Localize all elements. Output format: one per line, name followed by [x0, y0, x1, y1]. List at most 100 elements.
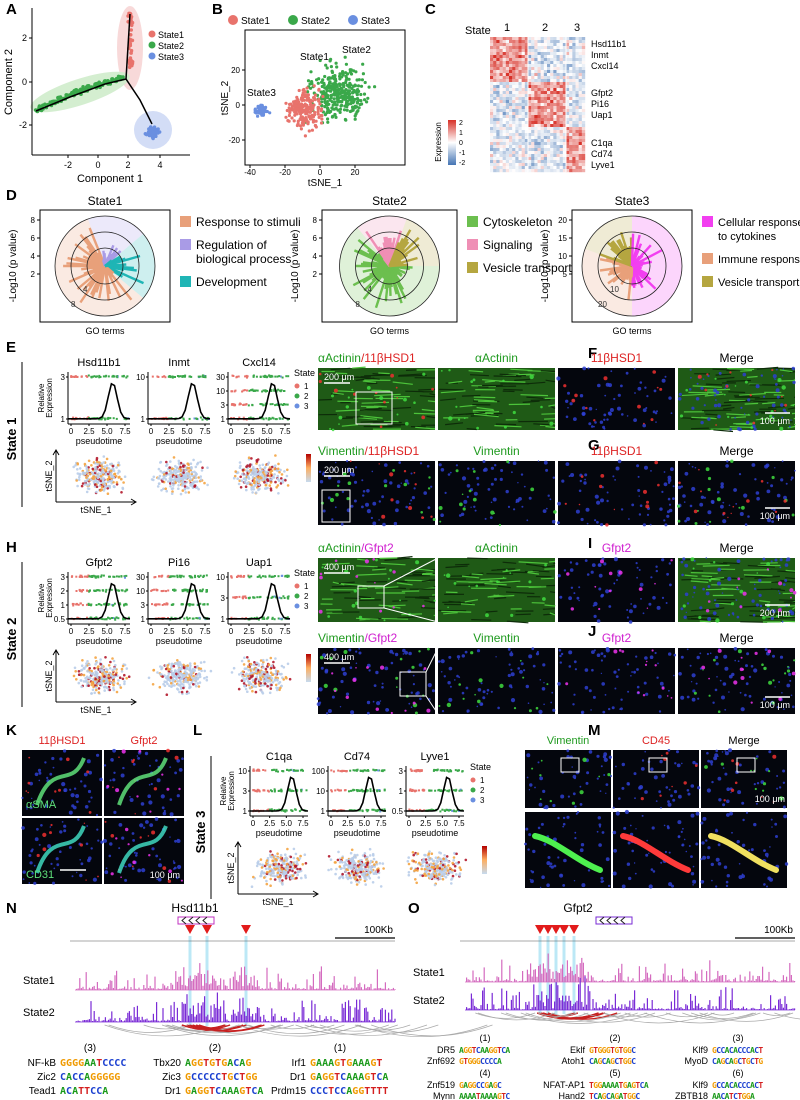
- gene-title: Pi16: [168, 557, 190, 569]
- heatmap-cell: [560, 112, 563, 115]
- heatmap-cell: [506, 91, 509, 94]
- heatmap-cell: [579, 79, 582, 82]
- point: [272, 661, 275, 664]
- heatmap-cell: [566, 58, 569, 61]
- point: [189, 673, 192, 676]
- heatmap-cell: [557, 88, 560, 91]
- point: [88, 677, 91, 680]
- heatmap-cell: [503, 52, 506, 55]
- heatmap-cell: [496, 130, 499, 133]
- heatmap-cell: [576, 94, 579, 97]
- heatmap-cell: [569, 40, 572, 43]
- heatmap-cell: [576, 142, 579, 145]
- point: [233, 403, 235, 405]
- tick-label: 5.0: [181, 627, 193, 636]
- heatmap-cell: [560, 55, 563, 58]
- heatmap-cell: [531, 58, 534, 61]
- heatmap-cell: [531, 142, 534, 145]
- heatmap-cell: [547, 67, 550, 70]
- point: [294, 104, 297, 107]
- heatmap-cell: [490, 91, 493, 94]
- point: [96, 481, 99, 484]
- heatmap-cell: [547, 82, 550, 85]
- heatmap-cell: [544, 157, 547, 160]
- heatmap-cell: [515, 70, 518, 73]
- point: [364, 81, 367, 84]
- point: [129, 42, 133, 46]
- point: [243, 685, 246, 688]
- heatmap-cell: [547, 79, 550, 82]
- heatmap-cell: [534, 64, 537, 67]
- heatmap-cell: [509, 115, 512, 118]
- heatmap-cell: [538, 52, 541, 55]
- heatmap-cell: [547, 97, 550, 100]
- heatmap-cell: [553, 40, 556, 43]
- point: [185, 589, 187, 591]
- heatmap-cell: [572, 61, 575, 64]
- point: [103, 603, 105, 605]
- point: [187, 487, 190, 490]
- heatmap-cell: [572, 58, 575, 61]
- heatmap-cell: [522, 67, 525, 70]
- heatmap-cell: [519, 163, 522, 166]
- point: [153, 589, 155, 591]
- point: [293, 119, 296, 122]
- point: [344, 119, 347, 122]
- point: [121, 487, 124, 490]
- point: [113, 485, 116, 488]
- heatmap-cell: [500, 64, 503, 67]
- heatmap-cell: [541, 64, 544, 67]
- heatmap-cell: [576, 139, 579, 142]
- heatmap-cell: [560, 118, 563, 121]
- heatmap-cell: [515, 148, 518, 151]
- tick-label: 0: [149, 627, 154, 636]
- heatmap-cell: [560, 103, 563, 106]
- heatmap-cell: [569, 43, 572, 46]
- heatmap-cell: [490, 100, 493, 103]
- point: [149, 53, 156, 60]
- heatmap-cell: [579, 91, 582, 94]
- heatmap-cell: [566, 115, 569, 118]
- heatmap-cell: [550, 70, 553, 73]
- point: [121, 668, 124, 671]
- heatmap-cell: [582, 64, 585, 67]
- point: [326, 66, 329, 69]
- heatmap-cell: [493, 169, 496, 172]
- point: [90, 684, 93, 687]
- point: [234, 470, 237, 473]
- heatmap-cell: [522, 157, 525, 160]
- heatmap-cell: [566, 85, 569, 88]
- point: [100, 604, 102, 606]
- point: [357, 84, 360, 87]
- point: [171, 663, 174, 666]
- point: [184, 491, 187, 494]
- heatmap-cell: [503, 127, 506, 130]
- heatmap-cell: [515, 79, 518, 82]
- heatmap-cell: [544, 88, 547, 91]
- heatmap-cell: [528, 52, 531, 55]
- point: [251, 690, 254, 693]
- trend-curve: [68, 384, 130, 419]
- heatmap-cell: [544, 169, 547, 172]
- heatmap-cell: [490, 97, 493, 100]
- point: [299, 105, 302, 108]
- heatmap-cell: [515, 154, 518, 157]
- heatmap-cell: [553, 88, 556, 91]
- gene-title: Uap1: [246, 557, 272, 569]
- heatmap-cell: [519, 88, 522, 91]
- heatmap-cell: [503, 55, 506, 58]
- heatmap-cell: [569, 79, 572, 82]
- heatmap-cell: [579, 46, 582, 49]
- heatmap-cell: [566, 109, 569, 112]
- legend-label: Cytoskeleton: [483, 215, 552, 229]
- point: [183, 681, 186, 684]
- heatmap-cell: [553, 151, 556, 154]
- side-label: State 1: [4, 418, 19, 461]
- heatmap-cell: [531, 67, 534, 70]
- heatmap-cell: [490, 88, 493, 91]
- heatmap-cell: [582, 157, 585, 160]
- point: [155, 589, 157, 591]
- heatmap-cell: [566, 55, 569, 58]
- point: [190, 679, 193, 682]
- heatmap-cell: [519, 52, 522, 55]
